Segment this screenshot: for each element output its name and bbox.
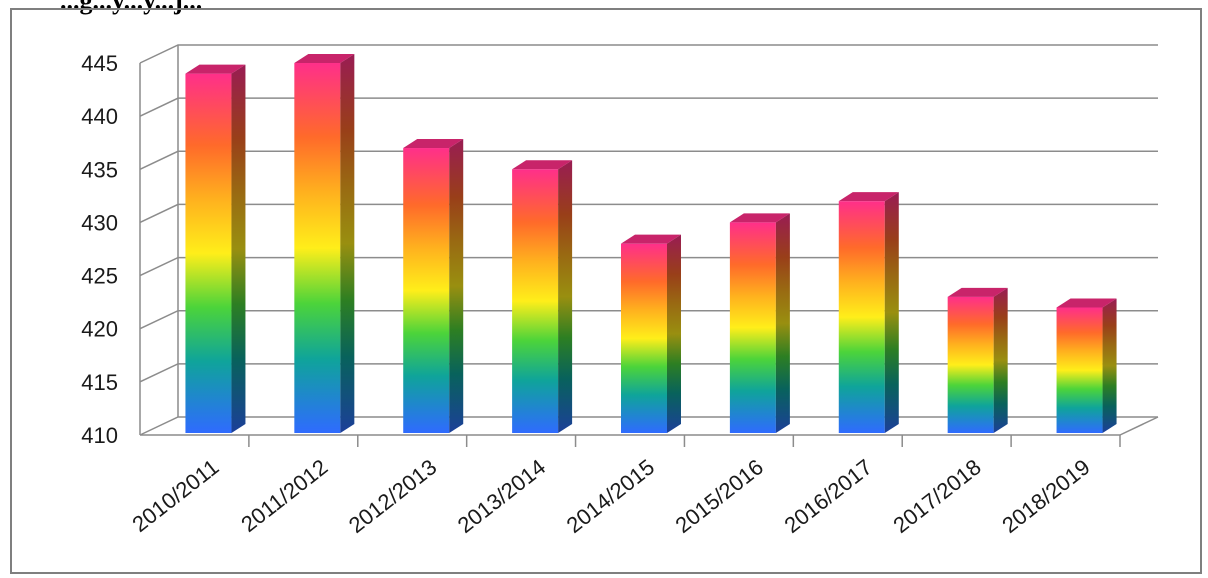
bar-side: [449, 139, 464, 433]
bar-2017/2018: [947, 287, 1008, 433]
x-axis-ticks: 2010/2011 2011/2012 2012/2013 2013/2014 2014…: [127, 435, 1121, 538]
bar-front: [729, 222, 776, 433]
bar-front: [838, 201, 885, 433]
y-tick-label: 445: [81, 51, 118, 76]
bar-front: [947, 296, 994, 433]
gridline: [139, 44, 1158, 64]
bar-top: [403, 139, 464, 149]
bar-top: [512, 160, 573, 170]
bar-top: [729, 213, 790, 223]
bar-top: [621, 234, 681, 244]
bar-2018/2019: [1056, 298, 1117, 433]
bar-2012/2013: [403, 139, 464, 433]
x-tick-label: 2010/2011: [127, 454, 223, 537]
bar-side: [231, 64, 246, 433]
bar-side: [667, 234, 681, 433]
bar-front: [1056, 307, 1103, 433]
bar-top: [1056, 298, 1117, 308]
bar-2014/2015: [621, 234, 681, 433]
bar-top: [947, 287, 1008, 297]
bar-top: [838, 192, 899, 202]
y-tick-label: 430: [81, 210, 118, 235]
y-tick-label: 440: [81, 104, 118, 129]
bar-2013/2014: [512, 160, 573, 434]
gridlines: [139, 44, 1159, 436]
x-tick-label: 2011/2012: [236, 454, 332, 537]
gridline: [139, 150, 1158, 170]
bar-side: [775, 213, 790, 433]
y-tick-label: 410: [81, 423, 118, 448]
floor-edge: [1119, 416, 1159, 436]
bar-side: [340, 54, 355, 433]
x-tick-label: 2017/2018: [888, 454, 985, 538]
bar-side: [1102, 298, 1117, 433]
bar-2016/2017: [838, 192, 899, 433]
gridline: [139, 203, 1158, 224]
y-tick-label: 435: [81, 157, 118, 182]
gridline: [139, 97, 1158, 117]
bar-2011/2012: [294, 54, 355, 433]
bar-front: [294, 63, 341, 433]
x-tick-label: 2012/2013: [344, 454, 441, 538]
x-tick-label: 2018/2019: [997, 454, 1094, 538]
y-axis-ticks: 410 415 420 425 430 435 440 445: [81, 51, 118, 448]
bar-side: [558, 160, 573, 434]
y-tick-label: 415: [81, 370, 118, 395]
page-title: ...g...y...y...j...: [60, 0, 203, 15]
y-tick-label: 425: [81, 264, 118, 289]
bar-front: [403, 148, 450, 433]
x-tick-label: 2013/2014: [453, 454, 550, 538]
bar-top: [185, 64, 246, 74]
x-tick-label: 2015/2016: [671, 454, 768, 538]
chart-frame: [10, 8, 1202, 574]
bars: [185, 54, 1117, 434]
bar-front: [512, 169, 559, 434]
bar-side: [884, 192, 899, 433]
x-tick-label: 2016/2017: [780, 454, 877, 538]
bar-2015/2016: [729, 213, 790, 433]
bar-top: [294, 54, 355, 63]
bar-front: [185, 73, 232, 433]
bar-side: [993, 287, 1008, 433]
bar-front: [621, 243, 667, 433]
bar-2010/2011: [185, 64, 246, 433]
x-tick-label: 2014/2015: [562, 454, 659, 538]
y-tick-label: 420: [81, 317, 118, 342]
